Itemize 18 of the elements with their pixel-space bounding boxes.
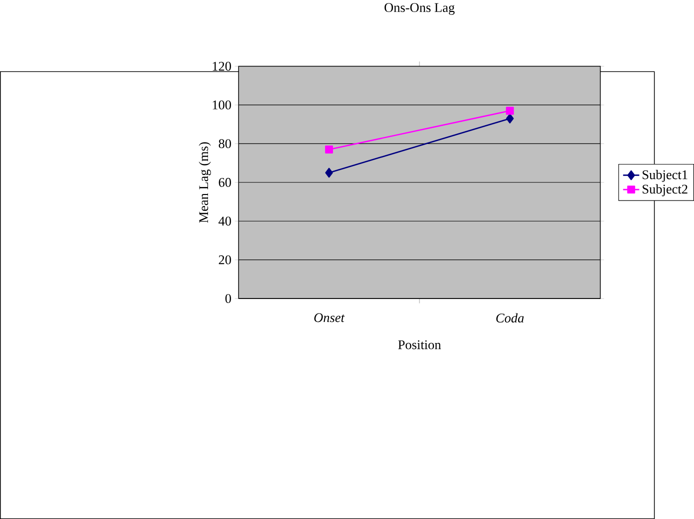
x-tick-label: Onset xyxy=(314,313,345,322)
y-tick-label: 100 xyxy=(212,100,231,110)
y-tick-label: 40 xyxy=(218,216,231,226)
legend-label: Subject2 xyxy=(642,184,688,196)
y-tick-label: 80 xyxy=(218,139,231,148)
y-tick-label: 60 xyxy=(218,178,231,187)
y-tick-label: 0 xyxy=(225,294,231,303)
point xyxy=(325,145,334,154)
point xyxy=(506,114,514,124)
point xyxy=(325,168,333,178)
y-axis-title: Mean Lag (ms) xyxy=(198,142,211,223)
x-tick-label: Coda xyxy=(496,313,524,322)
y-tick-label: 120 xyxy=(212,62,231,71)
x-axis-title: Position xyxy=(398,340,441,350)
point xyxy=(506,106,514,115)
chart-title: Ons-Ons Lag xyxy=(384,3,455,15)
y-tick-label: 20 xyxy=(218,255,231,264)
legend-label: Subject1 xyxy=(642,170,688,182)
